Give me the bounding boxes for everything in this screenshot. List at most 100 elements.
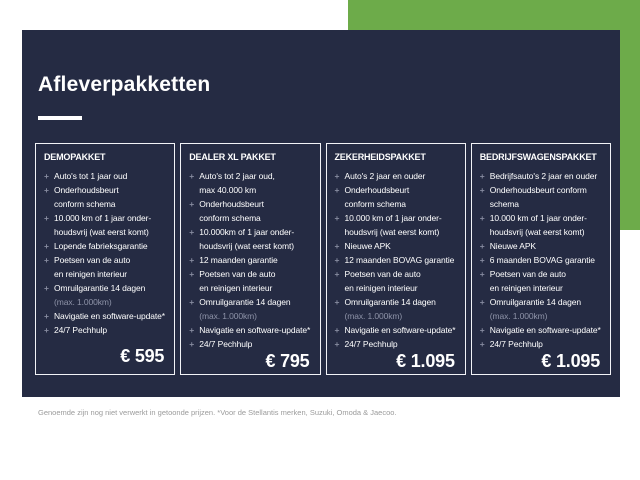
feature-item: + Navigatie en software-update*	[480, 323, 602, 337]
feature-item: + Onderhoudsbeurt conform schema	[189, 197, 311, 225]
feature-item: +10.000km of 1 jaar onder-houdsvrij (wat…	[189, 225, 311, 253]
feature-item: + Auto's tot 2 jaar oud, max 40.000 km	[189, 169, 311, 197]
feature-item: +24/7 Pechhulp	[44, 323, 166, 337]
feature-line: 10.000 km of 1 jaar onder-	[54, 213, 152, 223]
feature-item: + Omruilgarantie 14 dagen (max. 1.000km)	[335, 295, 457, 323]
plus-bullet-icon: +	[44, 185, 49, 195]
package-name: ZEKERHEIDSPAKKET	[334, 152, 426, 162]
feature-item: +10.000 km of 1 jaar onder-houdsvrij (wa…	[44, 211, 166, 239]
feature-line: houdsvrij (wat eerst komt)	[199, 241, 294, 251]
plus-bullet-icon: +	[44, 255, 49, 265]
package-name: DEMOPAKKET	[44, 152, 106, 162]
plus-bullet-icon: +	[189, 297, 195, 307]
feature-item: +6 maanden BOVAG garantie	[480, 253, 602, 267]
package-name: DEALER XL PAKKET	[189, 152, 276, 162]
feature-line: houdsvrij (wat eerst komt)	[489, 227, 585, 237]
feature-line: houdsvrij (wat eerst komt)	[344, 227, 440, 237]
feature-line: Navigatie en software-update*	[54, 311, 165, 321]
package-name: BEDRIJFSWAGENSPAKKET	[479, 152, 597, 162]
feature-line: Navigatie en software-update*	[344, 325, 456, 335]
feature-item: + Poetsen van de auto en reinigen interieu…	[335, 267, 457, 295]
feature-line: Omruilgarantie 14 dagen	[489, 297, 582, 307]
plus-bullet-icon: +	[334, 297, 340, 307]
plus-bullet-icon: +	[189, 269, 195, 279]
feature-line: en reinigen interieur	[344, 283, 418, 293]
feature-item: +10.000 km of 1 jaar onder-houdsvrij (wa…	[335, 211, 457, 239]
package-card: ZEKERHEIDSPAKKET + Auto's 2 jaar en ouder +…	[325, 143, 466, 375]
footnote: Genoemde zijn nog niet verwerkt in getoo…	[38, 408, 397, 417]
feature-item: + Poetsen van de auto en reinigen interieu…	[44, 253, 166, 281]
package-card: BEDRIJFSWAGENSPAKKET + Bedrijfsauto's 2 ja…	[470, 143, 611, 375]
feature-line: 10.000 km of 1 jaar onder-	[489, 213, 587, 223]
plus-bullet-icon: +	[334, 325, 340, 335]
page-title: Afleverpakketten	[38, 73, 211, 96]
plus-bullet-icon: +	[334, 241, 340, 251]
feature-line: houdsvrij (wat eerst komt)	[54, 227, 149, 237]
packages-panel: Afleverpakketten DEMOPAKKET + Auto's tot 1…	[22, 30, 620, 397]
plus-bullet-icon: +	[189, 255, 195, 265]
title-underline	[38, 116, 82, 120]
feature-line: Nieuwe APK	[344, 241, 391, 251]
feature-item: +12 maanden BOVAG garantie	[335, 253, 457, 267]
feature-line: Navigatie en software-update*	[489, 325, 601, 335]
feature-line: en reinigen interieur	[54, 269, 128, 279]
feature-item: + Navigatie en software-update*	[44, 309, 166, 323]
plus-bullet-icon: +	[334, 269, 340, 279]
feature-list: + Auto's tot 2 jaar oud, max 40.000 km + Ond…	[189, 169, 311, 351]
plus-bullet-icon: +	[334, 213, 340, 223]
plus-bullet-icon: +	[479, 297, 485, 307]
feature-line: 24/7 Pechhulp	[344, 339, 398, 349]
feature-item: + Omruilgarantie 14 dagen (max. 1.000km)	[189, 295, 311, 323]
plus-bullet-icon: +	[44, 283, 49, 293]
feature-item: + Navigatie en software-update*	[335, 323, 457, 337]
package-cards: DEMOPAKKET + Auto's tot 1 jaar oud + Onderho…	[35, 143, 611, 375]
feature-line: Onderhoudsbeurt conform	[489, 185, 587, 195]
feature-list: + Auto's tot 1 jaar oud + Onderhoudsbeurt co…	[44, 169, 166, 337]
feature-line: (max. 1.000km)	[199, 311, 257, 321]
feature-item: +24/7 Pechhulp	[189, 337, 311, 351]
feature-line: Navigatie en software-update*	[199, 325, 311, 335]
feature-line: Auto's tot 1 jaar oud	[54, 171, 128, 181]
feature-line: conform schema	[344, 199, 407, 209]
plus-bullet-icon: +	[44, 311, 49, 321]
feature-line: en reinigen interieur	[199, 283, 273, 293]
plus-bullet-icon: +	[479, 255, 485, 265]
plus-bullet-icon: +	[479, 241, 485, 251]
feature-line: 24/7 Pechhulp	[489, 339, 543, 349]
feature-line: Onderhoudsbeurt	[344, 185, 410, 195]
feature-list: + Auto's 2 jaar en ouder + Onderhoudsbeurt c…	[335, 169, 457, 351]
feature-line: Poetsen van de auto	[199, 269, 276, 279]
plus-bullet-icon: +	[189, 171, 195, 181]
feature-line: Onderhoudsbeurt	[54, 185, 119, 195]
plus-bullet-icon: +	[189, 227, 195, 237]
plus-bullet-icon: +	[44, 213, 49, 223]
feature-line: Auto's tot 2 jaar oud,	[199, 171, 275, 181]
plus-bullet-icon: +	[189, 199, 195, 209]
plus-bullet-icon: +	[479, 171, 485, 181]
feature-line: Omruilgarantie 14 dagen	[54, 283, 146, 293]
feature-line: 12 maanden garantie	[199, 255, 278, 265]
feature-item: + Omruilgarantie 14 dagen (max. 1.000km)	[480, 295, 602, 323]
feature-line: Bedrijfsauto's 2 jaar en ouder	[489, 171, 598, 181]
plus-bullet-icon: +	[479, 185, 485, 195]
package-price: € 1.095	[396, 351, 455, 371]
feature-line: 24/7 Pechhulp	[199, 339, 253, 349]
feature-item: +24/7 Pechhulp	[335, 337, 457, 351]
plus-bullet-icon: +	[334, 339, 340, 349]
feature-line: (max. 1.000km)	[489, 311, 548, 321]
feature-line: conform schema	[54, 199, 116, 209]
feature-item: + Poetsen van de auto en reinigen interieu…	[189, 267, 311, 295]
feature-line: max 40.000 km	[199, 185, 257, 195]
feature-line: Lopende fabrieksgarantie	[54, 241, 148, 251]
package-price: € 595	[120, 346, 165, 366]
plus-bullet-icon: +	[44, 171, 49, 181]
feature-line: 24/7 Pechhulp	[54, 325, 108, 335]
plus-bullet-icon: +	[334, 255, 340, 265]
feature-item: + Omruilgarantie 14 dagen (max. 1.000km)	[44, 281, 166, 309]
feature-item: + Onderhoudsbeurt conform schema	[44, 183, 166, 211]
package-price: € 1.095	[541, 351, 600, 371]
feature-line: Auto's 2 jaar en ouder	[344, 171, 426, 181]
plus-bullet-icon: +	[479, 325, 485, 335]
feature-line: en reinigen interieur	[489, 283, 563, 293]
feature-line: 12 maanden BOVAG garantie	[344, 255, 455, 265]
